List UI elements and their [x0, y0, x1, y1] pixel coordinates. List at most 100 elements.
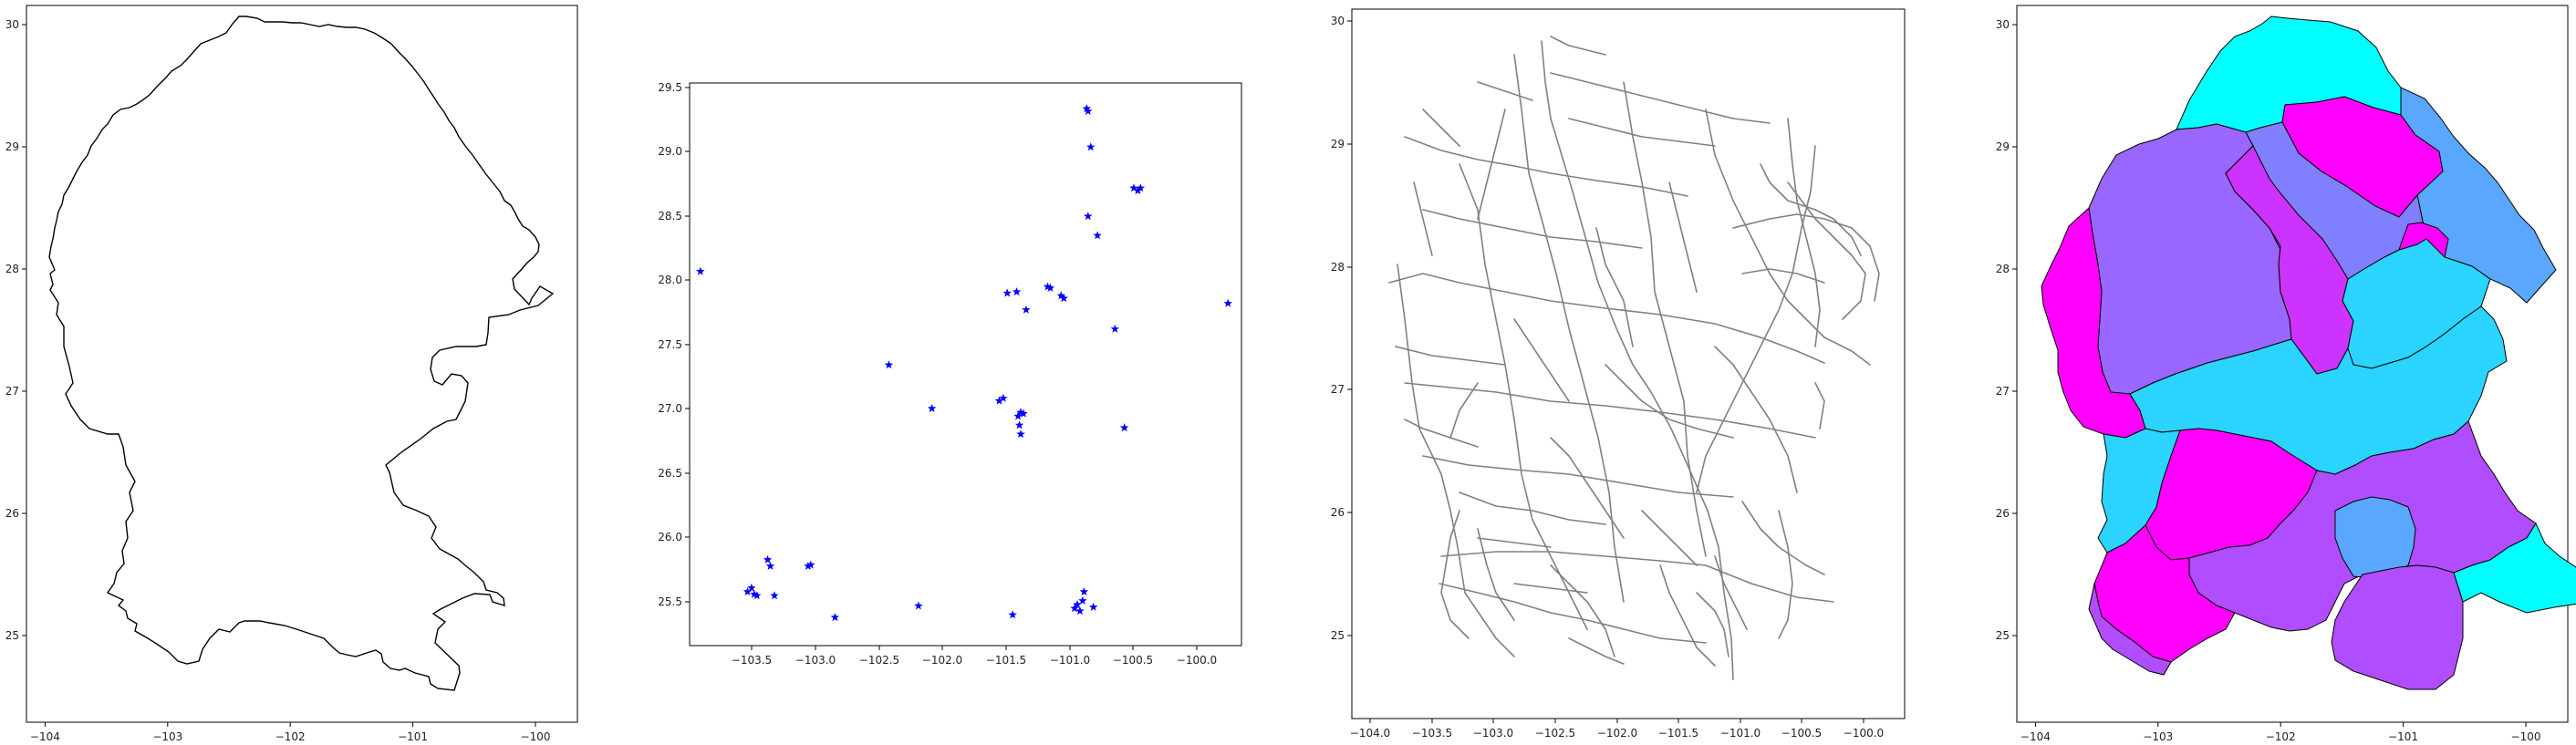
panel-2-x-ticks: −103.5 −103.0 −102.5 −102.0 −101.5 −101.… [732, 646, 1217, 667]
data-point-17 [1012, 287, 1022, 296]
data-point-45 [1223, 298, 1232, 307]
data-point-11 [884, 360, 894, 369]
data-point-29 [1070, 604, 1079, 613]
x-tick-label: −103 [152, 730, 182, 743]
y-tick-label: 29 [1331, 138, 1345, 150]
y-tick-label: 29 [1996, 140, 2010, 153]
scatter-points [696, 104, 1232, 622]
y-tick-label: 27 [1331, 383, 1345, 396]
y-tick-label: 26.5 [658, 467, 682, 480]
data-point-40 [1110, 324, 1119, 333]
x-tick-label: −100.5 [1113, 654, 1153, 667]
data-point-15 [999, 393, 1008, 402]
x-tick-label: −100 [521, 730, 551, 743]
x-tick-label: −101.0 [1720, 727, 1761, 740]
y-tick-label: 27.5 [658, 338, 682, 351]
data-point-19 [1016, 408, 1025, 417]
x-tick-label: −102.5 [859, 654, 899, 667]
y-tick-label: 27 [5, 385, 19, 398]
data-point-31 [1075, 606, 1085, 616]
x-tick-label: −104 [30, 730, 60, 743]
y-tick-label: 30 [1996, 18, 2010, 31]
y-tick-label: 28 [5, 263, 19, 275]
x-tick-label: −101.5 [1658, 727, 1698, 740]
y-tick-label: 29.0 [658, 145, 682, 158]
x-tick-label: −104 [2020, 730, 2051, 743]
y-tick-label: 29.5 [658, 81, 682, 94]
x-tick-label: −102.0 [1597, 727, 1637, 740]
data-point-10 [830, 613, 840, 622]
data-point-42 [1129, 183, 1138, 192]
y-tick-label: 30 [5, 18, 19, 31]
data-point-27 [1056, 291, 1065, 300]
region-south-2 [2334, 496, 2416, 579]
x-tick-label: −103.0 [1473, 727, 1513, 740]
data-point-6 [765, 561, 775, 570]
x-tick-label: −102 [2266, 730, 2296, 743]
y-tick-label: 26.0 [658, 531, 682, 543]
data-point-26 [1045, 283, 1055, 292]
municipality-polygons [2041, 16, 2576, 690]
x-tick-label: −102.0 [922, 654, 962, 667]
data-point-5 [763, 554, 773, 564]
data-point-16 [1002, 288, 1012, 297]
data-point-14 [994, 396, 1004, 405]
panel-1-frame [26, 5, 578, 723]
data-point-30 [1073, 600, 1082, 609]
data-point-36 [1084, 106, 1093, 115]
y-tick-label: 28.5 [658, 210, 682, 222]
data-point-28 [1059, 294, 1068, 303]
panel-1-x-ticks: −104 −103 −102 −101 −100 [30, 722, 551, 743]
data-point-4 [753, 591, 762, 600]
data-point-39 [1093, 231, 1102, 240]
y-tick-label: 28.0 [658, 274, 682, 286]
y-tick-label: 25.5 [658, 595, 682, 608]
y-tick-label: 26 [1331, 506, 1345, 519]
y-tick-label: 27 [1996, 385, 2010, 398]
data-point-21 [1014, 420, 1024, 429]
x-tick-label: −103.5 [1412, 727, 1452, 740]
y-tick-label: 28 [1996, 263, 2010, 275]
data-point-18 [1008, 610, 1017, 619]
x-tick-label: −102.5 [1535, 727, 1575, 740]
x-tick-label: −100.0 [1844, 727, 1884, 740]
data-point-33 [1078, 595, 1087, 605]
data-point-24 [1019, 409, 1028, 418]
y-tick-label: 25 [1331, 629, 1345, 642]
x-tick-label: −100.5 [1781, 727, 1822, 740]
region-south-3 [2331, 564, 2464, 690]
data-point-9 [806, 560, 815, 569]
x-tick-label: −101.0 [1050, 654, 1090, 667]
y-tick-label: 26 [1996, 507, 2010, 520]
data-point-3 [750, 589, 759, 598]
x-tick-label: −100 [2511, 730, 2541, 743]
data-point-44 [1136, 183, 1146, 192]
y-tick-label: 27.0 [658, 402, 682, 415]
data-point-2 [747, 583, 756, 592]
x-tick-label: −100.0 [1177, 654, 1217, 667]
panel-4-x-ticks: −104 −103 −102 −101 −100 [2020, 722, 2541, 743]
data-point-20 [1013, 411, 1023, 420]
x-tick-label: −103.0 [795, 654, 836, 667]
x-tick-label: −103 [2143, 730, 2173, 743]
choropleth-map-panel: −104 −103 −102 −101 −100 25 26 27 28 29 … [1996, 5, 2576, 743]
data-point-34 [1084, 212, 1093, 221]
outline-map-panel: −104 −103 −102 −101 −100 25 26 27 28 29 … [5, 5, 578, 743]
data-point-1 [743, 587, 753, 595]
panel-1-y-ticks: 25 26 27 28 29 30 [5, 18, 26, 642]
data-point-23 [1022, 305, 1031, 314]
panel-2-frame [689, 82, 1242, 647]
y-tick-label: 29 [5, 140, 19, 153]
y-tick-label: 25 [5, 629, 19, 642]
x-tick-label: −103.5 [732, 654, 772, 667]
state-boundary [48, 16, 555, 691]
region-south-west-4 [2088, 583, 2172, 676]
data-point-37 [1086, 142, 1096, 151]
y-tick-label: 25 [1996, 629, 2010, 642]
data-point-0 [696, 266, 705, 275]
x-tick-label: −101.5 [986, 654, 1026, 667]
y-tick-label: 26 [5, 507, 19, 520]
data-point-25 [1043, 282, 1053, 291]
data-point-13 [927, 404, 937, 412]
